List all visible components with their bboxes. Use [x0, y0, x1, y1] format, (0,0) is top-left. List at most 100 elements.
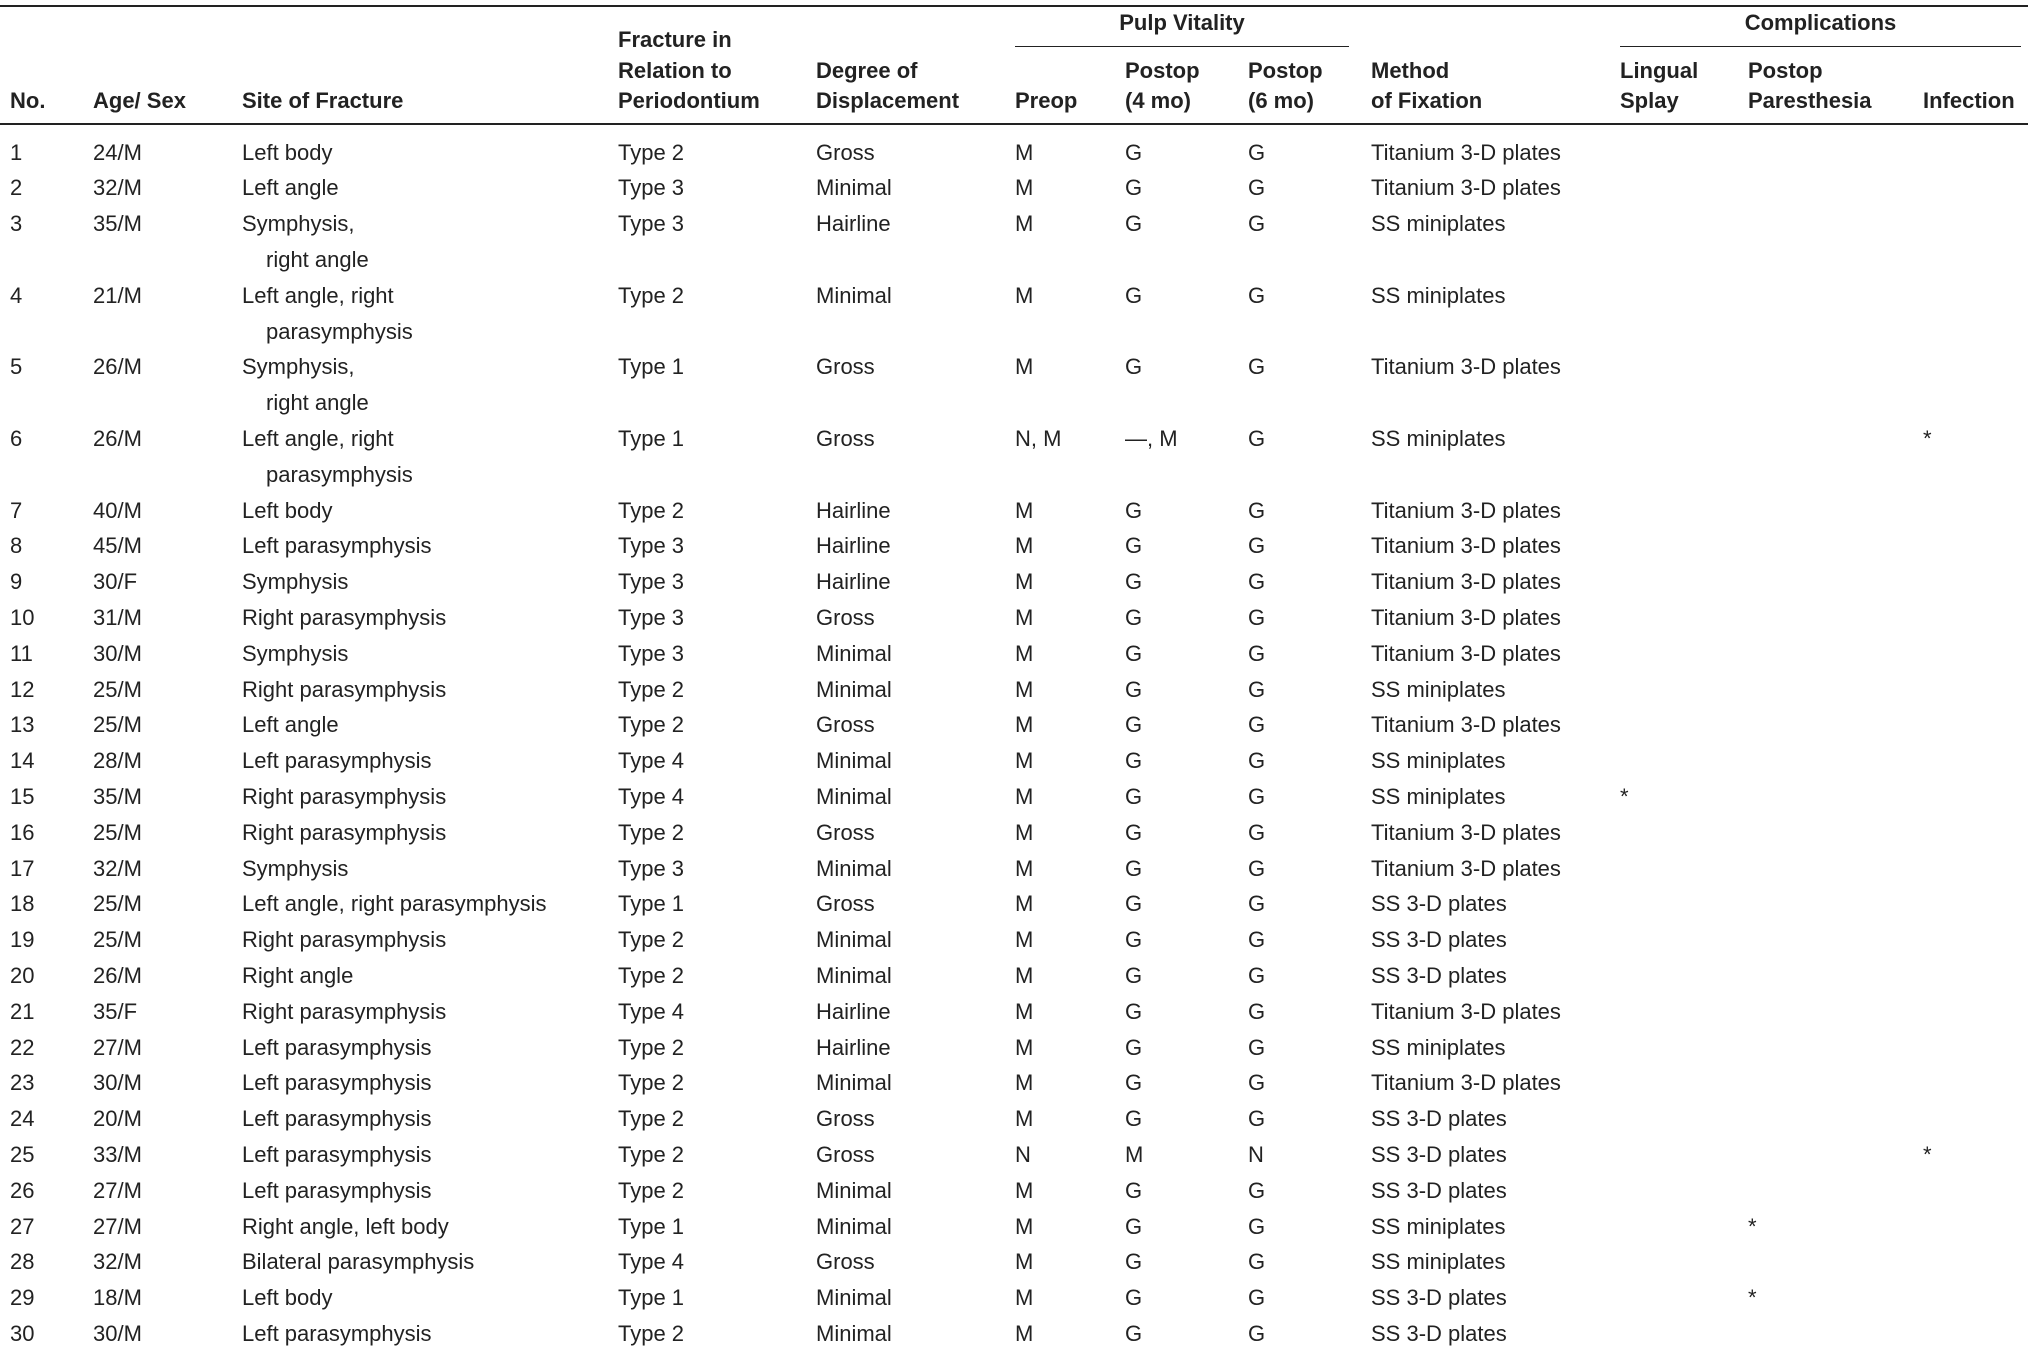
cell: 16: [10, 819, 35, 845]
cell: parasymphysis: [266, 318, 413, 344]
cell: SS 3-D plates: [1371, 963, 1507, 988]
cell: Type 3: [618, 605, 685, 630]
cell: Minimal: [816, 1321, 892, 1346]
cell: Type 2: [618, 712, 685, 738]
cell: 21: [10, 998, 35, 1024]
cell: M: [1015, 748, 1034, 774]
cell: 45/M: [93, 533, 142, 559]
cell: 11: [10, 640, 33, 666]
cell: Titanium 3-D plates: [1371, 605, 1561, 630]
cell: 9: [10, 569, 23, 595]
cell: 28: [10, 1249, 35, 1275]
cell: Right parasymphysis: [242, 605, 447, 630]
cell: G: [1248, 211, 1266, 237]
cell: Titanium 3-D plates: [1371, 1070, 1561, 1096]
cell: G: [1248, 891, 1266, 917]
cell: G: [1248, 426, 1266, 451]
cell: Type 1: [618, 1285, 685, 1311]
column-header: of Fixation: [1371, 88, 1483, 113]
cell: Right parasymphysis: [242, 784, 447, 809]
cell: —, M: [1125, 426, 1178, 451]
cell: M: [1015, 891, 1034, 917]
cell: Left angle, right: [242, 426, 394, 451]
cell: Type 2: [618, 819, 685, 845]
cell: G: [1125, 1034, 1143, 1060]
cell: G: [1248, 354, 1266, 380]
cell: Titanium 3-D plates: [1371, 533, 1561, 559]
cell: Symphysis,: [242, 211, 355, 237]
cell: G: [1125, 1106, 1143, 1132]
cell: 17: [10, 855, 35, 881]
cell: 7: [10, 497, 23, 523]
column-header: Paresthesia: [1748, 88, 1872, 113]
cell: G: [1125, 211, 1143, 237]
cell: G: [1125, 712, 1143, 738]
cell: Left parasymphysis: [242, 1070, 432, 1096]
cell: G: [1248, 497, 1266, 523]
cell: 2: [10, 175, 23, 201]
cell: right angle: [266, 247, 369, 272]
cell: right angle: [266, 390, 369, 416]
cell: G: [1125, 1070, 1143, 1096]
cell: SS miniplates: [1371, 1034, 1506, 1060]
column-header: Splay: [1620, 88, 1679, 113]
cell: Gross: [816, 712, 875, 738]
cell: SS 3-D plates: [1371, 891, 1507, 917]
cell: 13: [10, 712, 35, 738]
cell: Minimal: [816, 1285, 892, 1311]
cell: 24/M: [93, 139, 142, 165]
cell: *: [1620, 784, 1629, 809]
cell: G: [1248, 1177, 1266, 1203]
cell: G: [1248, 282, 1266, 308]
cell: Hairline: [816, 569, 891, 595]
cell: 26/M: [93, 354, 142, 380]
column-header: Relation to: [618, 58, 732, 83]
cell: M: [1015, 855, 1034, 881]
cell: G: [1125, 640, 1143, 666]
column-header: Degree of: [816, 58, 918, 83]
cell: Titanium 3-D plates: [1371, 712, 1561, 738]
cell: G: [1248, 1249, 1266, 1275]
cell: 35/M: [93, 211, 142, 237]
cell: Type 2: [618, 963, 685, 988]
cell: M: [1015, 605, 1034, 630]
cell: N: [1015, 1142, 1031, 1167]
cell: Symphysis: [242, 855, 349, 881]
cell: Minimal: [816, 175, 892, 201]
cell: Hairline: [816, 211, 891, 237]
cell: Titanium 3-D plates: [1371, 497, 1561, 523]
cell: 28/M: [93, 748, 142, 774]
cell: G: [1248, 1106, 1266, 1132]
column-header: Postop: [1125, 58, 1200, 83]
cell: Type 2: [618, 1070, 685, 1096]
column-header: Fracture in: [618, 27, 732, 52]
cell: M: [1015, 1177, 1034, 1203]
column-header: Site of Fracture: [242, 88, 404, 113]
cell: 18/M: [93, 1285, 142, 1311]
cell: N: [1248, 1142, 1264, 1167]
cell: G: [1125, 175, 1143, 201]
cell: Left angle: [242, 712, 339, 738]
cell: Minimal: [816, 748, 892, 774]
group-rule: [1620, 46, 2021, 47]
cell: SS 3-D plates: [1371, 1177, 1507, 1203]
cell: Gross: [816, 1249, 875, 1275]
cell: 15: [10, 784, 35, 809]
cell: 8: [10, 533, 23, 559]
cell: G: [1248, 1034, 1266, 1060]
cell: SS miniplates: [1371, 676, 1506, 702]
column-header: (6 mo): [1248, 88, 1314, 113]
cell: G: [1125, 1285, 1143, 1311]
cell: G: [1248, 1321, 1266, 1346]
cell: G: [1248, 640, 1266, 666]
cell: Type 4: [618, 1249, 685, 1275]
cell: 30: [10, 1321, 35, 1346]
cell: 20/M: [93, 1106, 142, 1132]
cell: *: [1923, 426, 1932, 451]
cell: 31/M: [93, 605, 142, 630]
cell: Minimal: [816, 927, 892, 953]
cell: Right parasymphysis: [242, 819, 447, 845]
column-header: Method: [1371, 58, 1450, 83]
column-header: Age/ Sex: [93, 88, 186, 113]
cell: G: [1125, 533, 1143, 559]
